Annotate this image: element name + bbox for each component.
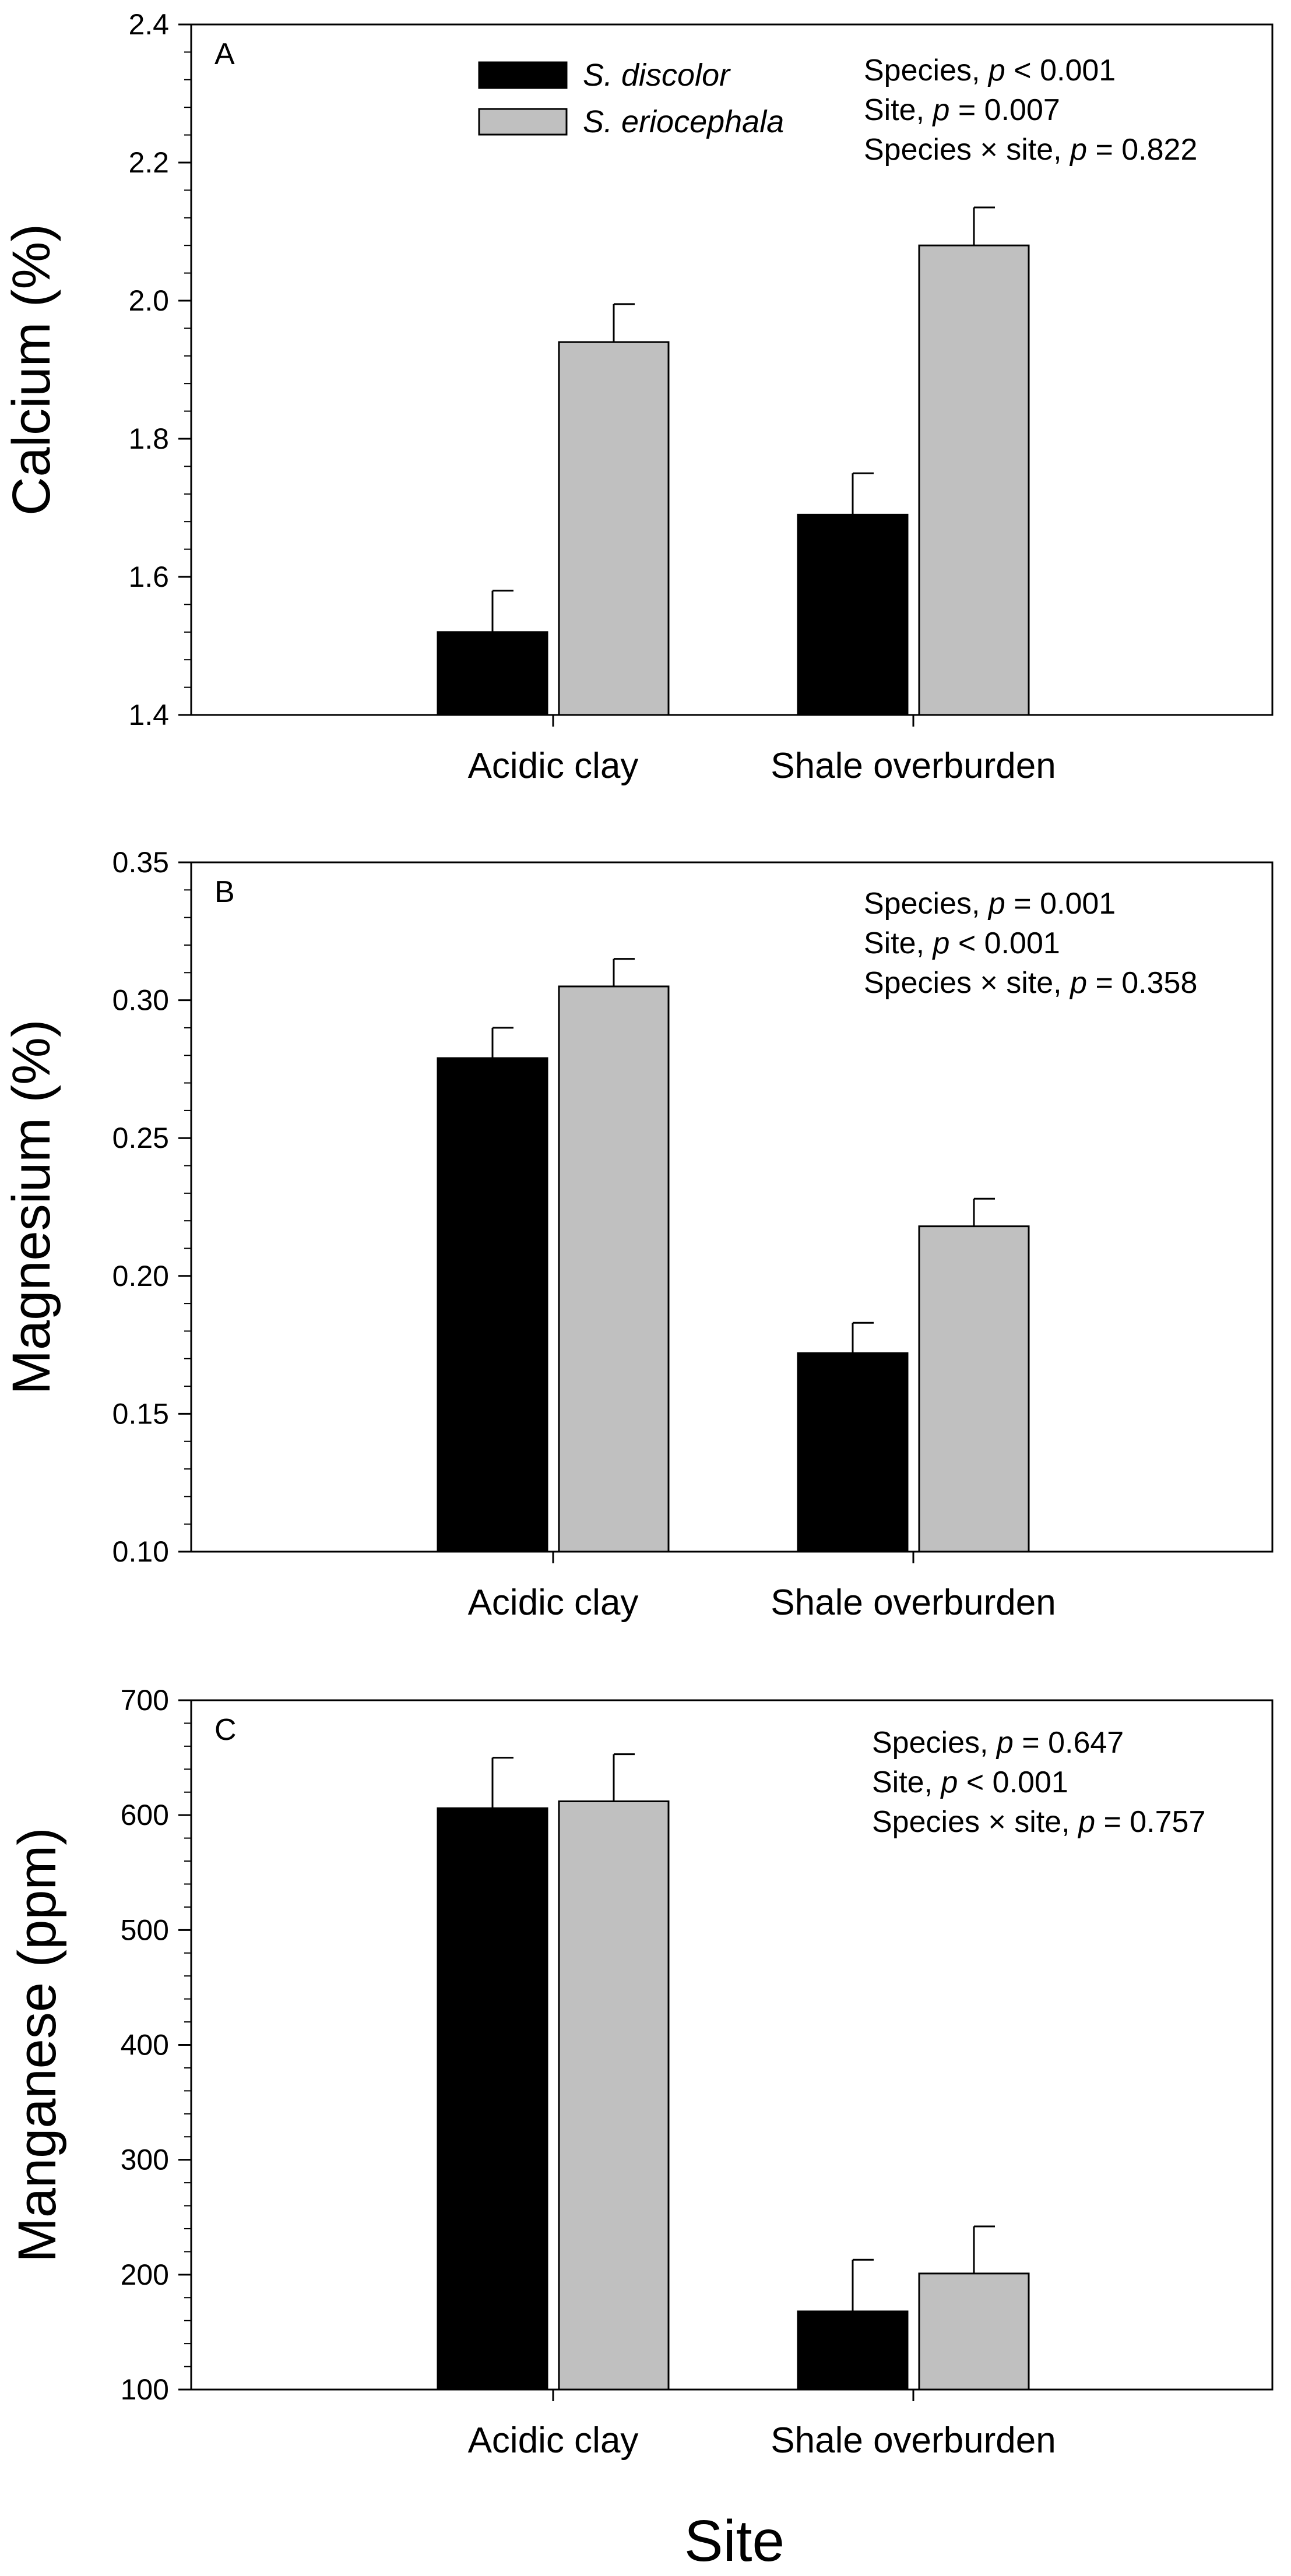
bar	[437, 631, 548, 716]
x-category-label: Acidic clay	[468, 746, 639, 786]
y-tick-label: 0.20	[112, 1260, 169, 1292]
y-tick-label: 1.6	[128, 561, 169, 593]
bar	[558, 1800, 670, 2391]
stats-line: Species × site, p = 0.822	[864, 133, 1197, 167]
y-tick-label: 2.0	[128, 284, 169, 317]
y-tick-label: 200	[121, 2258, 169, 2291]
y-tick-label: 500	[121, 1914, 169, 1946]
y-tick-label: 0.15	[112, 1397, 169, 1430]
chart-panel-b: 0.10 0.15 0.20 0.25 0.30 0.35 Acidic clay Shale…	[2, 846, 1274, 1623]
panel-label: A	[214, 37, 235, 71]
x-category-label: Acidic clay	[468, 1583, 639, 1623]
bar	[558, 985, 670, 1553]
y-tick-label: 1.4	[128, 699, 169, 731]
y-axis-title: Magnesium (%)	[2, 1019, 61, 1394]
bar	[797, 2310, 909, 2391]
y-tick-label: 400	[121, 2029, 169, 2061]
y-tick-label: 0.10	[112, 1535, 169, 1568]
stats-line: Species, p = 0.647	[872, 1726, 1124, 1760]
y-tick-label: 0.30	[112, 984, 169, 1017]
x-category-label: Acidic clay	[468, 2420, 639, 2461]
x-category-label: Shale overburden	[771, 746, 1056, 786]
stats-line: Species × site, p = 0.757	[872, 1805, 1205, 1839]
y-tick-label: 700	[121, 1684, 169, 1717]
y-tick-label: 0.25	[112, 1122, 169, 1154]
stats-line: Species, p < 0.001	[864, 54, 1116, 87]
x-axis-title: Site	[684, 2508, 785, 2574]
bar	[558, 341, 670, 716]
plot-frame	[190, 1699, 1274, 2391]
y-tick-label: 1.8	[128, 422, 169, 455]
chart-panel-c: 100 200 300 400 500 600 700 Acidic clay Shale ov…	[8, 1684, 1274, 2461]
stats-line: Site, p = 0.007	[864, 93, 1060, 127]
stats-line: Species × site, p = 0.358	[864, 966, 1197, 1000]
y-tick-label: 0.35	[112, 846, 169, 879]
bar	[797, 513, 909, 716]
panel-label: C	[214, 1713, 237, 1747]
bar	[918, 1225, 1030, 1553]
stats-line: Species, p = 0.001	[864, 887, 1116, 921]
panel-label: B	[214, 875, 235, 909]
bar	[437, 1807, 548, 2391]
bar	[797, 1352, 909, 1553]
y-tick-label: 100	[121, 2373, 169, 2406]
y-tick-label: 2.2	[128, 146, 169, 179]
y-axis-title: Manganese (ppm)	[8, 1827, 67, 2263]
x-category-label: Shale overburden	[771, 1583, 1056, 1623]
plot-frame	[190, 861, 1274, 1553]
y-axis-title: Calcium (%)	[2, 224, 61, 516]
bar	[437, 1057, 548, 1553]
bar	[918, 2272, 1030, 2391]
plot-frame	[190, 23, 1274, 716]
y-tick-label: 600	[121, 1799, 169, 1831]
chart-panel-a: 1.4 1.6 1.8 2.0 2.2 2.4 Acidic clay Shale overb…	[2, 8, 1274, 786]
x-category-label: Shale overburden	[771, 2420, 1056, 2461]
stats-line: Site, p < 0.001	[872, 1766, 1068, 1799]
bar	[918, 244, 1030, 716]
legend-label: S. eriocephala	[583, 104, 784, 139]
legend-swatch	[478, 108, 568, 136]
stats-line: Site, p < 0.001	[864, 926, 1060, 960]
y-tick-label: 2.4	[128, 8, 169, 41]
y-tick-label: 300	[121, 2144, 169, 2176]
legend-swatch	[478, 61, 568, 89]
legend-label: S. discolor	[583, 58, 731, 93]
